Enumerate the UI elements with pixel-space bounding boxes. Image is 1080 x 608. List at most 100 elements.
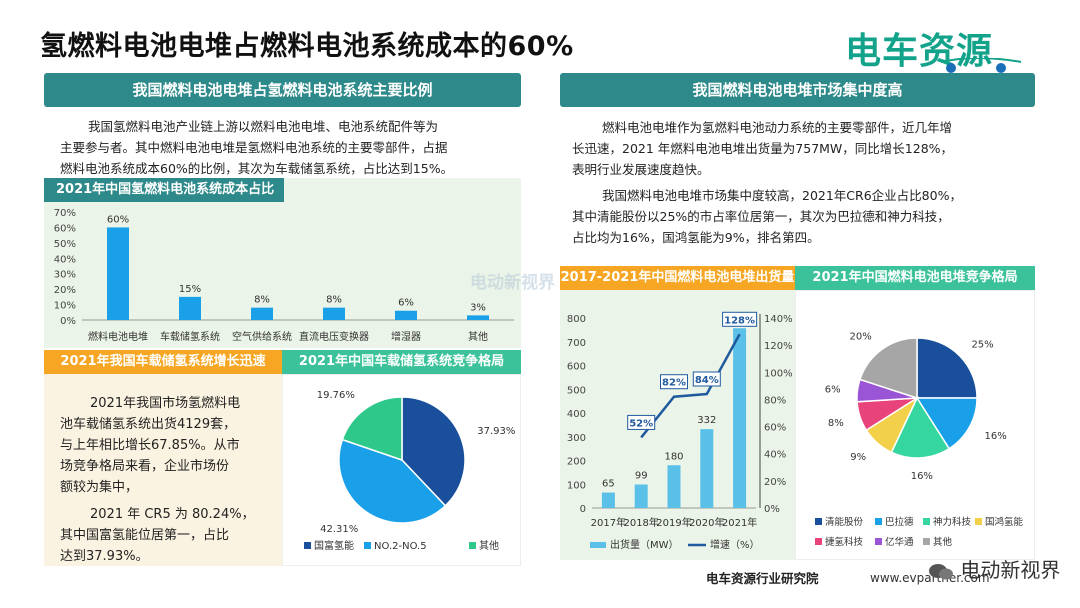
- wechat-name: 电动新视界: [960, 558, 1061, 582]
- y-right-tick-label: 80%: [764, 395, 786, 406]
- growth-value-label: 52%: [629, 418, 653, 429]
- pie-value-label: 16%: [984, 431, 1006, 442]
- legend-swatch: [875, 518, 882, 525]
- storage-line: 达到37.93%。: [60, 549, 149, 564]
- legend-swatch: [815, 538, 822, 545]
- x-tick-label: 增湿器: [391, 330, 421, 343]
- y-left-tick-label: 600: [567, 362, 586, 373]
- pie-value-label: 20%: [850, 332, 872, 343]
- cost-bar-chart: 0% 10% 20% 30% 40% 50% 60% 70% 60% 燃料电池电堆 15% 车载储氢系…: [54, 208, 514, 343]
- legend-label: 神力科技: [933, 516, 972, 528]
- right-line: 我国燃料电池电堆市场集中度较高，2021年CR6企业占比80%，: [602, 188, 962, 203]
- bar: [251, 307, 273, 320]
- y-right-tick-label: 60%: [764, 423, 786, 434]
- growth-line: [640, 333, 741, 439]
- y-left-tick-label: 200: [567, 457, 586, 468]
- pie-value-label: 6%: [825, 384, 841, 395]
- pie-value-label: 8%: [828, 418, 844, 429]
- storage-header: 2021年我国车载储氢系统增长迅速: [44, 350, 282, 374]
- storage-line: 2021年我国市场氢燃料电: [90, 396, 241, 411]
- legend-swatch: [923, 518, 930, 525]
- pie-value-label: 19.76%: [317, 390, 355, 401]
- legend-swatch: [923, 538, 930, 545]
- bar: [395, 310, 417, 320]
- y-tick-label: 50%: [54, 239, 76, 250]
- x-tick-label: 空气供给系统: [232, 330, 292, 343]
- bar: [634, 484, 648, 508]
- wechat-icon: [929, 563, 953, 579]
- storage-line: 2021 年 CR5 为 80.24%，: [90, 507, 255, 522]
- right-paragraph-2: 我国燃料电池电堆市场集中度较高，2021年CR6企业占比80%， 其中清能股份以…: [572, 185, 1032, 248]
- page-title: 氢燃料电池电堆占燃料电池系统成本的60%: [40, 31, 574, 62]
- combo-chart-header: 2017-2021年中国燃料电池电堆出货量: [560, 266, 795, 290]
- bar-value-label: 99: [635, 470, 648, 481]
- right-line: 占比均为16%，国鸿氢能为9%，排名第四。: [572, 230, 820, 245]
- right-line: 燃料电池电堆作为氢燃料电池动力系统的主要零部件，近几年增: [602, 120, 953, 135]
- stack-pie-header: 2021年中国燃料电池电堆竞争格局: [795, 266, 1035, 290]
- right-panel-header: 我国燃料电池电堆市场集中度高: [560, 73, 1035, 107]
- legend-label: 巴拉德: [885, 516, 914, 528]
- legend-swatch: [304, 542, 311, 549]
- pie-value-label: 25%: [971, 340, 993, 351]
- bar: [467, 315, 489, 320]
- storage-pie-header: 2021年中国车载储氢系统竞争格局: [282, 350, 521, 374]
- legend-label: 其他: [479, 539, 499, 552]
- y-left-tick-label: 700: [567, 338, 586, 349]
- pie-slice: [890, 396, 951, 459]
- bar-value-label: 65: [602, 479, 615, 490]
- left-intro-paragraph: 我国氢燃料电池产业链上游以燃料电池电堆、电池系统配件等为 主要参与者。其中燃料电…: [60, 116, 520, 179]
- growth-value-label: 128%: [724, 315, 755, 326]
- watermark: 电动新视界: [470, 273, 555, 293]
- legend-label: 清能股份: [825, 516, 864, 528]
- pie-value-label: 42.31%: [320, 524, 358, 535]
- pie-value-label: 9%: [850, 452, 866, 463]
- logo: 电车资源: [845, 22, 1030, 74]
- y-left-tick-label: 500: [567, 385, 586, 396]
- y-tick-label: 20%: [54, 285, 76, 296]
- x-tick-label: 2017年: [591, 516, 626, 529]
- pie-slice: [916, 337, 978, 399]
- bar-value-label: 332: [697, 415, 716, 426]
- legend-label: 增速（%）: [710, 538, 760, 551]
- y-right-tick-label: 20%: [764, 477, 786, 488]
- right-line: 其中清能股份以25%的市占率位居第一，其次为巴拉德和神力科技，: [572, 209, 950, 224]
- y-right-tick-label: 0%: [764, 504, 780, 515]
- x-tick-label: 车载储氢系统: [160, 330, 220, 343]
- growth-label-box: [722, 311, 758, 327]
- storage-text-background: [44, 374, 282, 566]
- bar: [700, 429, 714, 508]
- left-intro-line: 燃料电池系统成本60%的比例，其次为车载储氢系统，占比达到15%。: [60, 161, 454, 176]
- growth-label-box: [627, 414, 656, 430]
- pie-slice: [341, 396, 403, 462]
- bar: [323, 307, 345, 320]
- x-tick-label: 2018年: [623, 516, 658, 529]
- legend-label: 亿华通: [885, 536, 914, 548]
- shipment-combo-chart: 0 100 200 300 400 500 600 700 800 0% 20% 40% 60% 80% 1…: [567, 311, 793, 551]
- bar-value-label: 60%: [107, 214, 129, 225]
- y-tick-label: 0%: [60, 316, 76, 327]
- storage-line: 其中国富氢能位居第一，占比: [60, 528, 230, 543]
- y-left-tick-label: 100: [567, 480, 586, 491]
- y-tick-label: 40%: [54, 254, 76, 265]
- y-right-tick-label: 140%: [764, 314, 793, 325]
- y-left-tick-label: 0: [580, 504, 586, 515]
- bar: [667, 465, 681, 508]
- legend-label: 其他: [933, 536, 953, 548]
- y-right-tick-label: 100%: [764, 368, 793, 379]
- x-tick-label: 2020年: [689, 516, 724, 529]
- storage-line: 场竞争格局来看，企业市场份: [60, 459, 230, 474]
- logo-text: 电车资源: [845, 31, 994, 72]
- combo-chart-background: [560, 290, 795, 560]
- bar: [107, 227, 129, 320]
- bar-value-label: 180: [664, 451, 683, 462]
- cost-chart-header: 2021年中国氢燃料电池系统成本占比: [44, 178, 284, 202]
- legend-swatch: [364, 542, 371, 549]
- growth-value-label: 84%: [695, 375, 719, 386]
- x-tick-label: 其他: [468, 330, 488, 343]
- bar-value-label: 6%: [398, 298, 414, 309]
- y-left-tick-label: 800: [567, 314, 586, 325]
- bar: [601, 492, 615, 508]
- y-tick-label: 30%: [54, 270, 76, 281]
- bar-value-label: 3%: [470, 302, 486, 313]
